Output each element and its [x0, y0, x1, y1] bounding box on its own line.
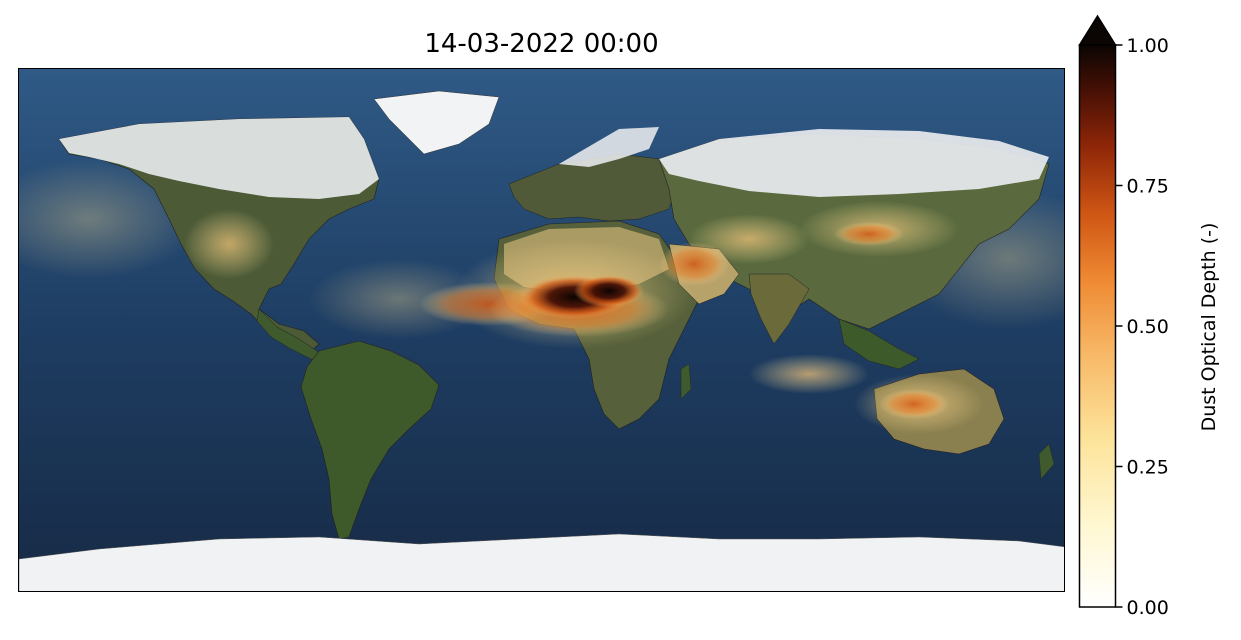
- scandinavia: [559, 127, 659, 167]
- dust-indian-ocean: [749, 354, 869, 394]
- siberia-snow: [659, 129, 1049, 197]
- india: [748, 273, 810, 345]
- map-title: 14-03-2022 00:00: [424, 29, 659, 59]
- southeast-asia: [838, 318, 920, 370]
- colorbar-tick-label-2: 0.50: [1127, 316, 1169, 338]
- madagascar: [680, 363, 692, 400]
- map-panel[interactable]: [18, 68, 1065, 592]
- colorbar: 0.00 0.25 0.50 0.75 1.00: [1078, 14, 1169, 619]
- dust-sahel-core-2: [574, 275, 644, 307]
- dust-overlay: [184, 201, 984, 434]
- dust-australia-core: [879, 389, 949, 419]
- colorbar-ticks: 0.00 0.25 0.50 0.75 1.00: [1115, 35, 1169, 619]
- colorbar-gradient: [1078, 44, 1117, 608]
- colorbar-tick-label-4: 1.00: [1127, 35, 1169, 57]
- colorbar-tick-label-1: 0.25: [1127, 457, 1169, 479]
- canada-snow: [59, 117, 379, 199]
- dust-map: [19, 69, 1064, 591]
- colorbar-label: Dust Optical Depth (-): [1198, 222, 1220, 432]
- new-zealand: [1038, 443, 1055, 480]
- south-america: [300, 340, 440, 540]
- colorbar-extend-arrow: [1078, 14, 1117, 46]
- dust-east-asia: [834, 222, 904, 246]
- dust-middle-east: [689, 214, 809, 264]
- dust-north-america: [184, 209, 274, 279]
- antarctica: [19, 533, 1064, 591]
- greenland: [373, 90, 500, 155]
- colorbar-tick-label-0: 0.00: [1127, 597, 1169, 619]
- colorbar-tick-label-3: 0.75: [1127, 176, 1169, 198]
